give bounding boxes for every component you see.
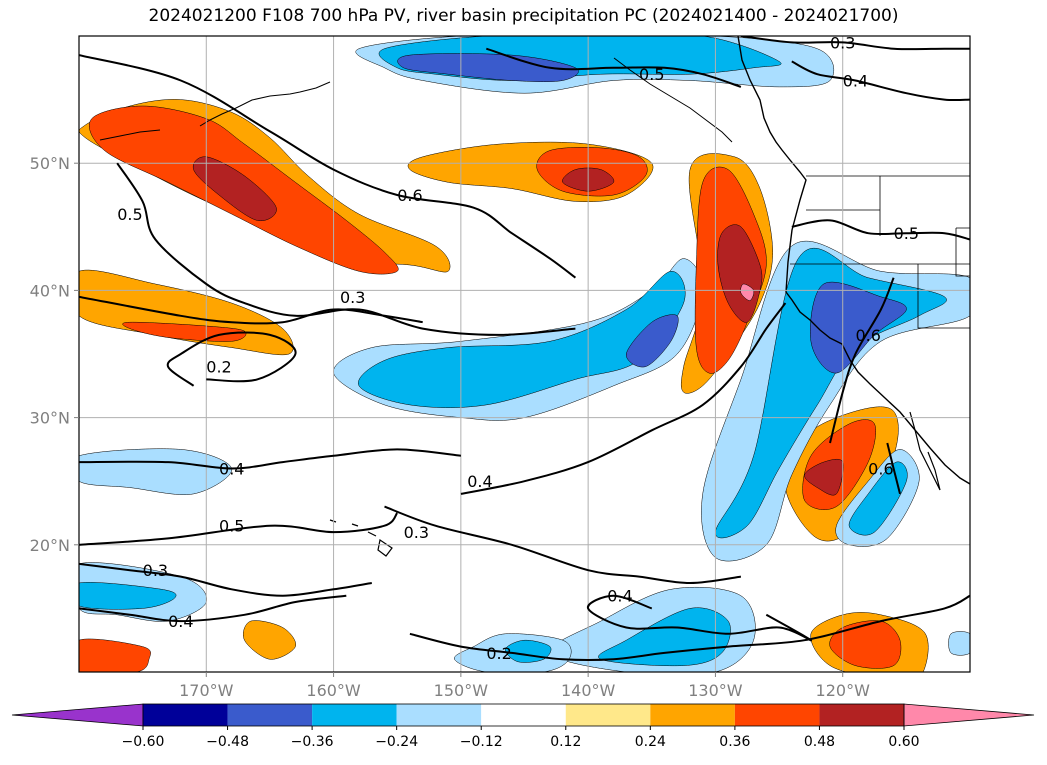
y-tick-label: 20°N: [30, 536, 70, 555]
x-tick-label: 140°W: [561, 681, 616, 700]
coastline-layer: [99, 36, 970, 557]
shaded-region: [598, 607, 731, 667]
shaded-region: [79, 582, 177, 610]
colorbar-tick-label: 0.60: [888, 734, 919, 750]
contour-label: 0.4: [843, 72, 868, 91]
contour-label: 0.4: [168, 612, 193, 631]
pv-contour-line: [791, 60, 970, 102]
north-america-coastline: [737, 36, 970, 485]
shaded-region: [242, 620, 297, 660]
colorbar-tick-label: 0.36: [719, 734, 750, 750]
shaded-region: [358, 271, 686, 408]
contour-label: 0.6: [868, 459, 893, 478]
contour-label: 0.6: [855, 326, 880, 345]
colorbar-tick-label: 0.12: [550, 734, 581, 750]
pv-contour-line: [116, 162, 576, 336]
contour-label: 0.4: [219, 459, 244, 478]
shaded-region: [626, 314, 679, 368]
x-tick-label: 160°W: [306, 681, 361, 700]
colorbar-tick-label: −0.24: [375, 734, 418, 750]
x-tick-label: 120°W: [816, 681, 871, 700]
colorbar-segment: [227, 704, 313, 726]
colorbar-tick-label: −0.36: [291, 734, 334, 750]
shaded-region: [804, 458, 844, 496]
colorbar-tick-label: −0.12: [460, 734, 503, 750]
colorbar-segment: [396, 704, 482, 726]
colorbar-tick-label: 0.48: [804, 734, 835, 750]
colorbar-tick-label: 0.24: [635, 734, 666, 750]
pv-contour-line: [166, 331, 297, 387]
contour-label: 0.3: [830, 33, 855, 52]
colorbar-segment: [650, 704, 735, 726]
colorbar-segment: [481, 704, 566, 726]
colorbar: −0.60 −0.48 −0.36 −0.24 −0.12 0.12 0.24 0.36 0.4…: [11, 703, 1035, 750]
x-axis-ticks: 170°W 160°W 150°W 140°W 130°W 120°W: [179, 672, 870, 700]
contour-label: 0.5: [639, 65, 664, 84]
colorbar-segment: [734, 704, 820, 726]
y-tick-label: 30°N: [30, 409, 70, 428]
contour-label: 0.5: [117, 205, 142, 224]
shaded-region: [948, 631, 970, 656]
shaded-region: [848, 461, 908, 536]
x-tick-label: 150°W: [434, 681, 489, 700]
shaded-region: [192, 156, 277, 222]
gridlines: [79, 36, 970, 672]
hawaii-islands: [329, 519, 393, 557]
y-tick-label: 50°N: [30, 154, 70, 173]
colorbar-extend-max: [903, 703, 1035, 727]
pv-contour-line: [486, 47, 742, 88]
contour-label: 0.5: [219, 517, 244, 536]
colorbar-segment: [143, 704, 228, 726]
shaded-region: [79, 448, 232, 495]
shaded-region: [505, 639, 552, 663]
pv-contour-line: [740, 36, 970, 51]
baja-coastline: [909, 411, 941, 491]
pv-contour-line: [791, 219, 970, 241]
contour-label: 0.6: [397, 186, 422, 205]
colorbar-segment: [312, 704, 397, 726]
precipitation-pc-shading: [79, 36, 970, 672]
contour-label: 0.5: [894, 224, 919, 243]
pv-contour-line: [79, 594, 347, 623]
colorbar-frame: [142, 703, 905, 727]
plot-frame: [78, 35, 971, 673]
shaded-region: [397, 53, 579, 82]
contour-label: 0.4: [607, 587, 632, 606]
pv-contour-line: [384, 505, 742, 585]
shaded-region: [79, 638, 151, 672]
pv-contour-line: [409, 594, 970, 662]
x-tick-label: 170°W: [179, 681, 234, 700]
colorbar-tick-label: −0.60: [122, 734, 165, 750]
colorbar-extend-min: [11, 703, 144, 727]
y-axis-ticks: 20°N 30°N 40°N 50°N: [30, 154, 79, 555]
chart-title: 2024021200 F108 700 hPa PV, river basin …: [148, 6, 899, 26]
x-tick-label: 130°W: [688, 681, 743, 700]
pv-contours: 0.6 0.5 0.3 0.2 0.4 0.4 0.5 0.3 0.4 0.3 0.4 0.2 0.5 0…: [79, 33, 970, 663]
contour-label: 0.2: [486, 644, 511, 663]
contour-label: 0.3: [340, 288, 365, 307]
colorbar-segment: [819, 704, 904, 726]
pv-contour-line: [79, 562, 372, 597]
pv-contour-line: [79, 448, 462, 470]
contour-label: 0.3: [143, 561, 168, 580]
pv-contour-line: [79, 295, 423, 325]
colorbar-tick-label: −0.48: [206, 734, 249, 750]
pv-contour-line: [79, 512, 399, 546]
state-borders: [790, 175, 970, 329]
pv-contour-line: [886, 442, 901, 495]
contour-label: 0.3: [404, 523, 429, 542]
colorbar-segment: [565, 704, 651, 726]
pv-contour-line: [587, 594, 812, 642]
pv-contour-line: [460, 302, 787, 495]
pv-contour-line: [829, 277, 895, 444]
alaska-islands: [99, 57, 733, 143]
contour-label: 0.2: [206, 358, 231, 377]
contour-label: 0.4: [467, 472, 492, 491]
shaded-region: [79, 269, 294, 356]
pv-contour-line: [79, 54, 577, 279]
y-tick-label: 40°N: [30, 281, 70, 300]
